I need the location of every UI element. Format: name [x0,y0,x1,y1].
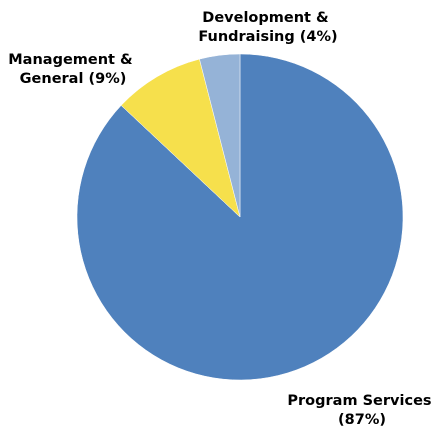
label-development-fundraising-line1: Development & [202,10,329,26]
slice-management-general [120,58,241,218]
label-program-services-line1: Program Services [287,393,431,409]
label-management-general-line1: Management & [8,52,133,68]
label-program-services-line2: (87%) [338,412,386,428]
label-development-fundraising: Development & Fundraising (4%) [198,10,337,45]
label-management-general-line2: General (9%) [20,71,127,87]
pie-labels: Program Services (87%) Management & Gene… [8,10,436,428]
slice-development-fundraising [199,53,241,218]
pie-slices [76,53,404,381]
label-management-general: Management & General (9%) [8,52,138,87]
label-program-services: Program Services (87%) [287,393,436,428]
label-development-fundraising-line2: Fundraising (4%) [198,29,337,45]
